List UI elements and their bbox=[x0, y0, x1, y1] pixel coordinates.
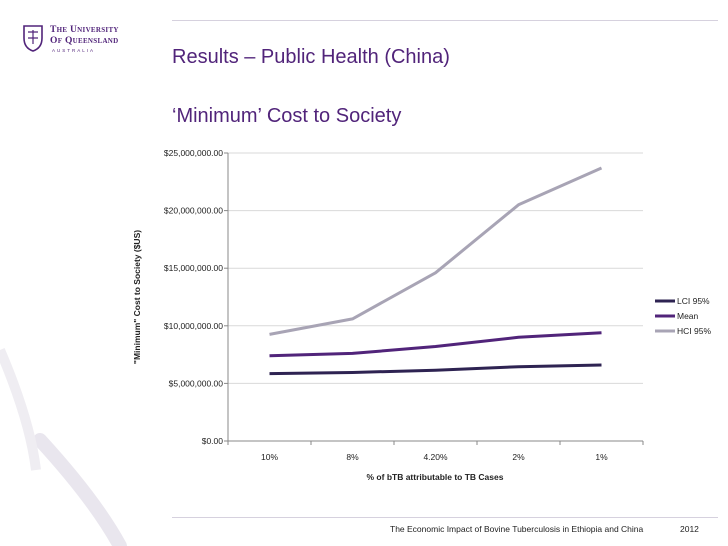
x-tick-label: 10% bbox=[261, 452, 278, 462]
footer-caption: The Economic Impact of Bovine Tuberculos… bbox=[390, 524, 644, 534]
logo-text-line2: Of Queensland bbox=[50, 36, 119, 46]
y-tick-labels: $0.00 $5,000,000.00 $10,000,000.00 $15,000,… bbox=[164, 148, 223, 446]
footer-year: 2012 bbox=[680, 524, 699, 534]
legend-label: HCI 95% bbox=[677, 326, 711, 336]
legend-label: Mean bbox=[677, 311, 699, 321]
y-tick-label: $20,000,000.00 bbox=[164, 206, 223, 216]
decorative-curves bbox=[0, 348, 127, 546]
axes bbox=[224, 152, 644, 445]
y-tick-label: $0.00 bbox=[202, 436, 224, 446]
x-tick-label: 1% bbox=[595, 452, 608, 462]
y-tick-label: $15,000,000.00 bbox=[164, 263, 223, 273]
y-tick-label: $25,000,000.00 bbox=[164, 148, 223, 158]
slide-subtitle: ‘Minimum’ Cost to Society bbox=[172, 105, 402, 127]
series-line-lci-95- bbox=[269, 363, 602, 376]
footer-divider bbox=[172, 517, 718, 518]
crest-icon bbox=[23, 25, 43, 52]
title-divider bbox=[172, 20, 718, 21]
gridlines bbox=[228, 152, 643, 384]
logo-text-line3: AUSTRALIA bbox=[52, 48, 96, 53]
x-tick-label: 8% bbox=[346, 452, 359, 462]
legend-label: LCI 95% bbox=[677, 296, 710, 306]
y-tick-label: $10,000,000.00 bbox=[164, 321, 223, 331]
x-tick-label: 4.20% bbox=[423, 452, 448, 462]
logo-text-line1: The University bbox=[50, 25, 119, 35]
legend: LCI 95% Mean HCI 95% bbox=[655, 296, 711, 336]
y-tick-label: $5,000,000.00 bbox=[169, 378, 224, 388]
series-line-mean bbox=[269, 331, 602, 358]
x-tick-label: 2% bbox=[512, 452, 525, 462]
university-logo: The University Of Queensland AUSTRALIA bbox=[22, 24, 162, 64]
y-axis-title: "Minimum" Cost to Society ($US) bbox=[132, 230, 142, 364]
slide-title: Results – Public Health (China) bbox=[172, 46, 450, 68]
x-axis-title: % of bTB attributable to TB Cases bbox=[367, 472, 504, 482]
series-line-hci-95- bbox=[269, 166, 603, 336]
series-lines bbox=[269, 166, 603, 376]
x-tick-labels: 10% 8% 4.20% 2% 1% bbox=[261, 452, 608, 462]
